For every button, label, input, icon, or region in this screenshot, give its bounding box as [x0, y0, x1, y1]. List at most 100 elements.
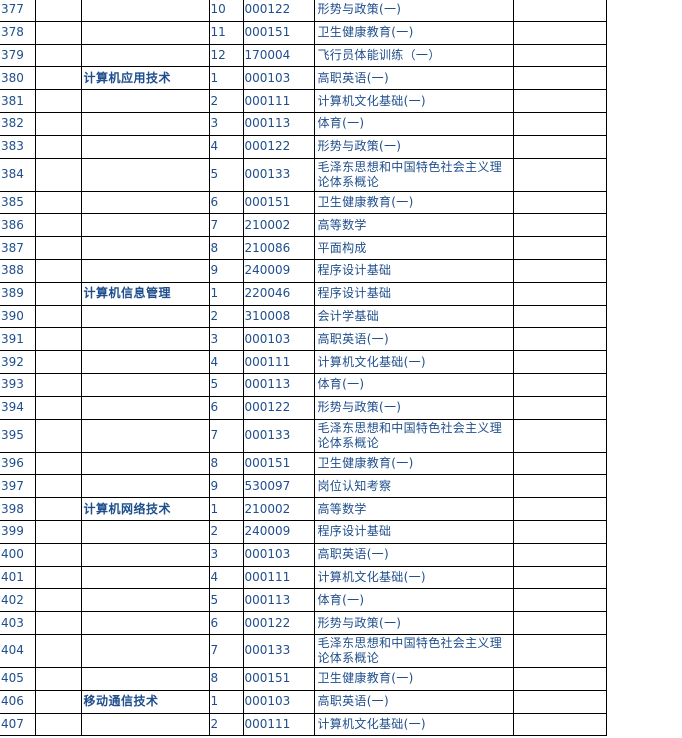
table-row: 400 3 000103 高职英语(一): [0, 542, 607, 567]
blank-cell: [512, 157, 607, 192]
row-number-cell: 392: [0, 350, 36, 374]
blank-cell: [512, 111, 607, 136]
blank-cell: [512, 418, 607, 453]
course-code-cell: 000103: [242, 66, 315, 91]
course-code-cell: 210002: [242, 213, 315, 238]
course-code-cell: 310008: [242, 304, 315, 329]
sequence-cell: 3: [208, 327, 244, 352]
sequence-cell: 6: [208, 395, 244, 420]
blank-cell: [34, 236, 82, 260]
sequence-cell: 8: [208, 236, 244, 260]
sequence-cell: 12: [208, 43, 244, 68]
table-row: 384 5 000133 毛泽东思想和中国特色社会主义理论体系概论: [0, 157, 607, 192]
course-code-cell: 000122: [242, 134, 315, 159]
course-code-cell: 240009: [242, 258, 315, 283]
table-row: 388 9 240009 程序设计基础: [0, 258, 607, 283]
major-cell: [80, 611, 210, 635]
course-code-cell: 000111: [242, 89, 315, 113]
blank-cell: [512, 588, 607, 613]
blank-cell: [512, 611, 607, 635]
table-row: 397 9 530097 岗位认知考察: [0, 474, 607, 499]
course-name-cell: 高职英语(一): [313, 542, 514, 567]
major-cell: [80, 633, 210, 668]
blank-cell: [34, 451, 82, 476]
table-row: 402 5 000113 体育(一): [0, 588, 607, 613]
course-name-cell: 计算机文化基础(一): [313, 89, 514, 113]
major-cell: [80, 89, 210, 113]
blank-cell: [34, 611, 82, 635]
table-row: 395 7 000133 毛泽东思想和中国特色社会主义理论体系概论: [0, 418, 607, 453]
sequence-cell: 4: [208, 134, 244, 159]
blank-cell: [512, 497, 607, 521]
blank-cell: [512, 43, 607, 68]
course-code-cell: 530097: [242, 474, 315, 499]
blank-cell: [34, 689, 82, 714]
course-name-cell: 飞行员体能训练（一）: [313, 43, 514, 68]
course-table-body: 377 10 000122 形势与政策(一) 378 11 000151 卫生健康教育(一) 3…: [0, 0, 607, 737]
table-row: 403 6 000122 形势与政策(一): [0, 611, 607, 635]
course-code-cell: 000113: [242, 588, 315, 613]
course-code-cell: 000151: [242, 20, 315, 45]
blank-cell: [512, 134, 607, 159]
blank-cell: [512, 258, 607, 283]
course-name-cell: 程序设计基础: [313, 519, 514, 544]
row-number-cell: 377: [0, 0, 36, 22]
row-number-cell: 381: [0, 89, 36, 113]
course-name-cell: 高职英语(一): [313, 327, 514, 352]
blank-cell: [34, 327, 82, 352]
course-code-cell: 000122: [242, 0, 315, 22]
major-cell: [80, 0, 210, 22]
major-cell: [80, 350, 210, 374]
table-row: 386 7 210002 高等数学: [0, 213, 607, 238]
sequence-cell: 5: [208, 588, 244, 613]
course-name-cell: 形势与政策(一): [313, 134, 514, 159]
sequence-cell: 3: [208, 111, 244, 136]
blank-cell: [512, 395, 607, 420]
course-name-cell: 形势与政策(一): [313, 611, 514, 635]
course-name-cell: 体育(一): [313, 588, 514, 613]
blank-cell: [34, 565, 82, 590]
major-cell: [80, 588, 210, 613]
table-row: 383 4 000122 形势与政策(一): [0, 134, 607, 159]
course-code-cell: 000133: [242, 157, 315, 192]
major-cell: 计算机网络技术: [80, 497, 210, 521]
row-number-cell: 378: [0, 20, 36, 45]
row-number-cell: 380: [0, 66, 36, 91]
sequence-cell: 2: [208, 304, 244, 329]
major-cell: [80, 451, 210, 476]
sequence-cell: 8: [208, 666, 244, 691]
row-number-cell: 401: [0, 565, 36, 590]
sequence-cell: 6: [208, 190, 244, 215]
sequence-cell: 10: [208, 0, 244, 22]
blank-cell: [512, 213, 607, 238]
blank-cell: [34, 89, 82, 113]
blank-cell: [512, 372, 607, 397]
course-code-cell: 000103: [242, 327, 315, 352]
sequence-cell: 2: [208, 712, 244, 737]
course-name-cell: 高等数学: [313, 497, 514, 521]
course-name-cell: 岗位认知考察: [313, 474, 514, 499]
blank-cell: [512, 451, 607, 476]
blank-cell: [512, 327, 607, 352]
blank-cell: [34, 372, 82, 397]
row-number-cell: 390: [0, 304, 36, 329]
major-cell: [80, 418, 210, 453]
blank-cell: [34, 542, 82, 567]
course-code-cell: 000111: [242, 350, 315, 374]
sequence-cell: 3: [208, 542, 244, 567]
major-cell: [80, 157, 210, 192]
table-row: 401 4 000111 计算机文化基础(一): [0, 565, 607, 590]
major-cell: [80, 236, 210, 260]
table-row: 392 4 000111 计算机文化基础(一): [0, 350, 607, 374]
major-cell: 计算机信息管理: [80, 281, 210, 306]
course-code-cell: 000151: [242, 451, 315, 476]
table-row: 405 8 000151 卫生健康教育(一): [0, 666, 607, 691]
major-cell: [80, 327, 210, 352]
blank-cell: [34, 633, 82, 668]
blank-cell: [34, 134, 82, 159]
row-number-cell: 386: [0, 213, 36, 238]
course-name-cell: 计算机文化基础(一): [313, 350, 514, 374]
course-name-cell: 会计学基础: [313, 304, 514, 329]
course-name-cell: 计算机文化基础(一): [313, 712, 514, 737]
major-cell: [80, 712, 210, 737]
